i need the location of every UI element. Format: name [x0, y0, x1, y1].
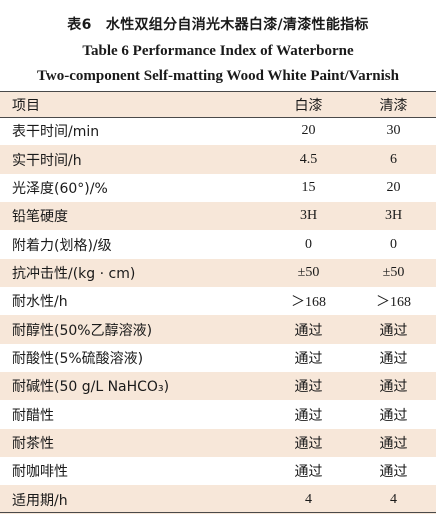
white-paint-value: ±50 — [266, 258, 351, 288]
table-row: 实干时间/h 4.5 6 — [0, 145, 436, 174]
property-cell: 耐碱性(50 g/L NaHCO₃) — [0, 372, 266, 401]
property-cell: 抗冲击性/(kg · cm) — [0, 258, 266, 288]
header-row: 项目 白漆 清漆 — [0, 92, 436, 117]
property-cell: 适用期/h — [0, 485, 266, 514]
table-row: 耐水性/h ＞168 ＞168 — [0, 287, 436, 315]
varnish-value: 通过 — [379, 407, 408, 424]
header-white-paint: 白漆 — [266, 92, 351, 117]
varnish-value: 4 — [351, 485, 436, 514]
top-rule — [0, 91, 436, 92]
white-paint-value: 通过 — [266, 372, 351, 401]
property-cell: 耐茶性 — [0, 428, 266, 458]
table-row: 光泽度(60°)/% 15 20 — [0, 174, 436, 202]
header-item: 项目 — [0, 92, 266, 117]
white-paint-value: 15 — [301, 179, 316, 195]
white-paint-value: 0 — [305, 236, 312, 252]
property-cell: 耐咖啡性 — [12, 464, 68, 481]
table-row: 适用期/h 4 4 — [0, 485, 436, 514]
white-paint-value: 4.5 — [266, 145, 351, 174]
table-row: 耐酸性(5%硫酸溶液) 通过 通过 — [0, 344, 436, 372]
property-cell: 铅笔硬度 — [0, 202, 266, 231]
varnish-value: ±50 — [351, 258, 436, 288]
table-row: 抗冲击性/(kg · cm) ±50 ±50 — [0, 258, 436, 288]
caption-english-line-1: Table 6 Performance Index of Waterborne — [82, 43, 354, 59]
varnish-value: 通过 — [351, 428, 436, 458]
white-paint-value: 3H — [266, 202, 351, 231]
property-cell: 光泽度(60°)/% — [12, 180, 108, 197]
caption-english-line-2: Two-component Self-matting Wood White Pa… — [37, 68, 399, 84]
white-paint-value: 4 — [266, 485, 351, 514]
property-cell: 实干时间/h — [0, 145, 266, 174]
varnish-value: 通过 — [379, 464, 408, 481]
white-paint-value: 20 — [301, 123, 316, 139]
table-row: 耐茶性 通过 通过 — [0, 428, 436, 458]
table-row: 耐醇性(50%乙醇溶液) 通过 通过 — [0, 315, 436, 344]
table-row: 铅笔硬度 3H 3H — [0, 202, 436, 231]
varnish-value: 30 — [386, 123, 401, 139]
white-paint-value: ＞168 — [291, 295, 326, 311]
property-cell: 表干时间/min — [12, 124, 100, 141]
white-paint-value: 通过 — [294, 350, 323, 367]
varnish-value: 20 — [386, 179, 401, 195]
varnish-value: ＞168 — [376, 295, 411, 311]
property-cell: 耐酸性(5%硫酸溶液) — [12, 350, 144, 367]
varnish-value: 通过 — [351, 372, 436, 401]
table-row: 附着力(划格)/级 0 0 — [0, 230, 436, 258]
white-paint-value: 通过 — [294, 464, 323, 481]
table-row: 表干时间/min 20 30 — [0, 117, 436, 145]
property-cell: 耐醋性 — [12, 407, 54, 424]
header-rule — [0, 117, 436, 118]
white-paint-value: 通过 — [266, 428, 351, 458]
header-varnish: 清漆 — [351, 92, 436, 117]
varnish-value: 通过 — [379, 350, 408, 367]
table-row: 耐咖啡性 通过 通过 — [0, 457, 436, 485]
bottom-rule — [0, 512, 436, 513]
varnish-value: 通过 — [351, 315, 436, 344]
varnish-value: 0 — [390, 236, 397, 252]
property-cell: 耐水性/h — [12, 294, 68, 311]
table-row: 耐碱性(50 g/L NaHCO₃) 通过 通过 — [0, 372, 436, 401]
varnish-value: 3H — [351, 202, 436, 231]
property-cell: 附着力(划格)/级 — [12, 237, 112, 254]
table-body: 表干时间/min 20 30 实干时间/h 4.5 6 光泽度(60°)/% 15 20 铅笔硬度… — [0, 117, 436, 514]
white-paint-value: 通过 — [266, 315, 351, 344]
table-row: 耐醋性 通过 通过 — [0, 400, 436, 428]
property-cell: 耐醇性(50%乙醇溶液) — [0, 315, 266, 344]
white-paint-value: 通过 — [294, 407, 323, 424]
performance-table: 项目 白漆 清漆 表干时间/min 20 30 实干时间/h 4.5 6 光泽度(60°)/… — [0, 92, 436, 514]
caption-chinese: 表6 水性双组分自消光木器白漆/清漆性能指标 — [67, 17, 369, 33]
varnish-value: 6 — [351, 145, 436, 174]
